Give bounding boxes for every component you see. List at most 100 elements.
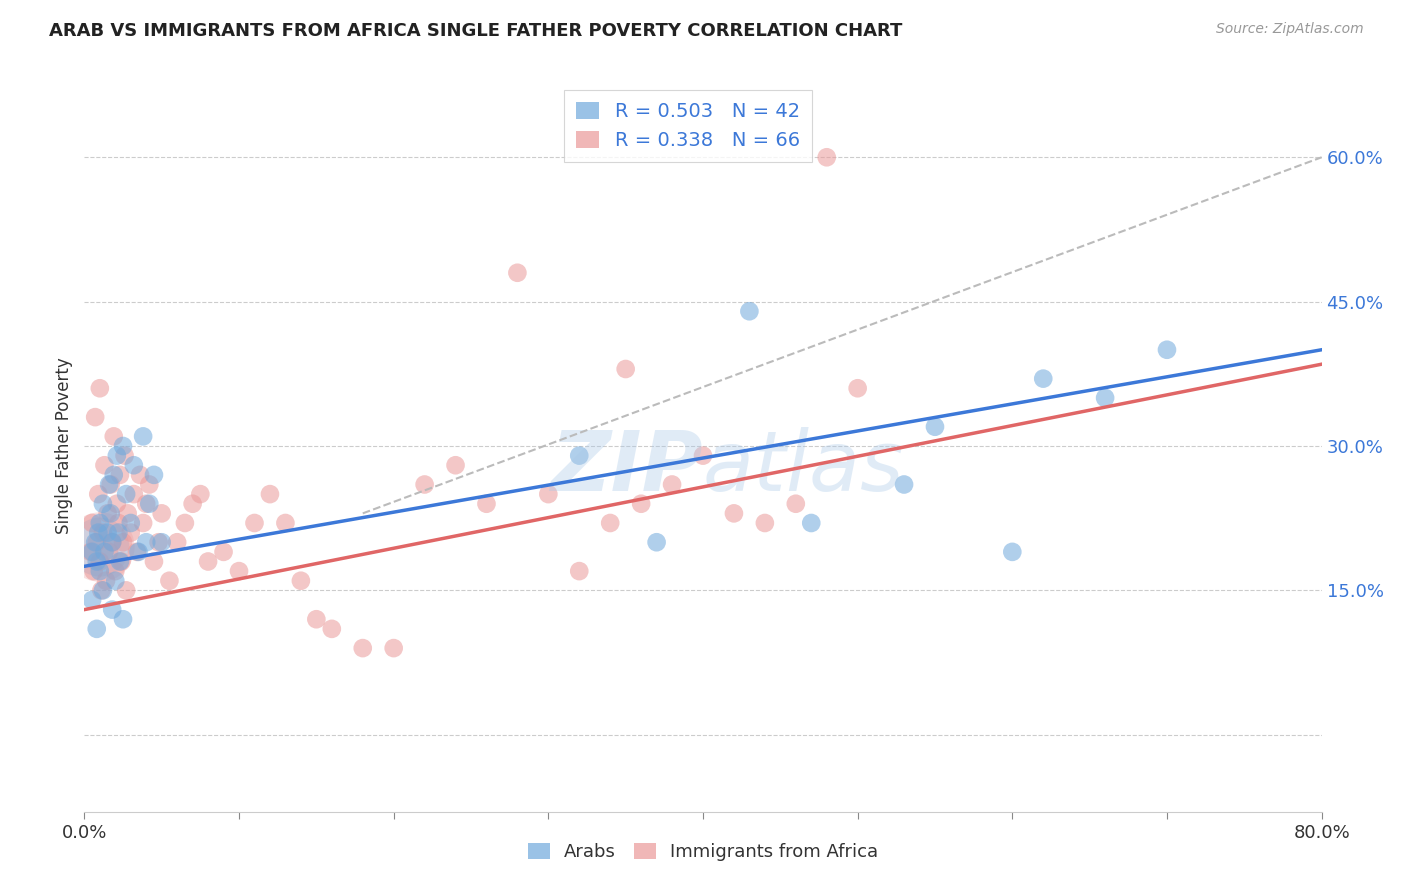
Point [100,477,122,491]
Point [228,564,250,578]
Point [115,487,138,501]
Point [243,516,266,530]
Point [120,525,142,540]
Point [290,574,312,588]
Point [86,622,108,636]
Point [352,641,374,656]
Point [568,564,591,578]
Point [101,535,124,549]
Point [89,516,111,530]
Point [150,507,173,521]
Point [94,574,117,588]
Point [90,583,112,598]
Point [107,525,129,540]
Point [159,574,180,588]
Point [661,477,683,491]
Point [188,487,211,501]
Point [86,554,108,568]
Text: atlas: atlas [703,427,904,508]
Point [537,487,560,501]
Point [84,410,107,425]
Point [87,525,110,540]
Legend: Arabs, Immigrants from Africa: Arabs, Immigrants from Africa [520,836,886,869]
Point [138,477,160,491]
Point [197,554,219,568]
Point [101,535,124,549]
Point [645,535,668,549]
Point [98,477,121,491]
Point [98,545,121,559]
Point [321,622,343,636]
Point [104,564,127,578]
Point [614,362,637,376]
Point [1032,371,1054,385]
Point [132,516,155,530]
Point [413,477,436,491]
Point [444,458,467,473]
Point [1156,343,1178,357]
Point [924,419,946,434]
Point [568,449,591,463]
Point [112,612,135,626]
Point [259,487,281,501]
Point [107,516,129,530]
Point [112,535,135,549]
Point [166,535,188,549]
Point [754,516,776,530]
Point [738,304,761,318]
Point [84,535,107,549]
Point [506,266,529,280]
Point [93,458,115,473]
Point [815,150,838,164]
Point [1001,545,1024,559]
Text: ZIP: ZIP [550,427,703,508]
Point [112,439,135,453]
Point [475,497,498,511]
Point [135,535,157,549]
Point [114,449,136,463]
Point [103,467,125,482]
Point [127,545,149,559]
Point [96,525,118,540]
Point [1094,391,1116,405]
Point [82,516,104,530]
Point [150,535,173,549]
Point [143,554,166,568]
Point [82,593,104,607]
Point [122,487,145,501]
Point [110,554,132,568]
Point [800,516,823,530]
Point [86,535,108,549]
Point [143,467,166,482]
Point [93,545,115,559]
Point [82,545,104,559]
Point [120,516,142,530]
Point [138,497,160,511]
Point [115,583,138,598]
Point [846,381,869,395]
Point [89,540,111,554]
Point [785,497,807,511]
Point [91,583,114,598]
Point [135,497,157,511]
Point [117,507,139,521]
Point [83,564,105,578]
Point [274,516,297,530]
Point [89,554,111,568]
Point [89,540,111,554]
Point [893,477,915,491]
Point [132,429,155,443]
Point [91,497,114,511]
Point [91,525,114,540]
Point [181,497,204,511]
Point [87,487,110,501]
Text: Source: ZipAtlas.com: Source: ZipAtlas.com [1216,22,1364,37]
Point [103,429,125,443]
Point [101,602,124,616]
Point [212,545,235,559]
Point [79,545,101,559]
Point [630,497,652,511]
Point [108,554,131,568]
Point [723,507,745,521]
Point [129,467,152,482]
